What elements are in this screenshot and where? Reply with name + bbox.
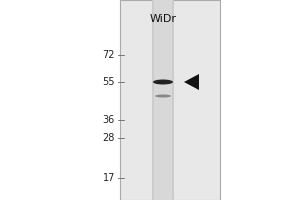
Bar [152,0,174,200]
Ellipse shape [153,79,173,84]
Text: 36: 36 [103,115,115,125]
Bar [120,0,220,200]
Bar [154,0,172,200]
Text: 28: 28 [103,133,115,143]
Ellipse shape [155,95,171,98]
Polygon shape [184,74,199,90]
Text: 72: 72 [103,50,115,60]
Text: WiDr: WiDr [149,14,176,24]
Text: 55: 55 [103,77,115,87]
Text: 17: 17 [103,173,115,183]
